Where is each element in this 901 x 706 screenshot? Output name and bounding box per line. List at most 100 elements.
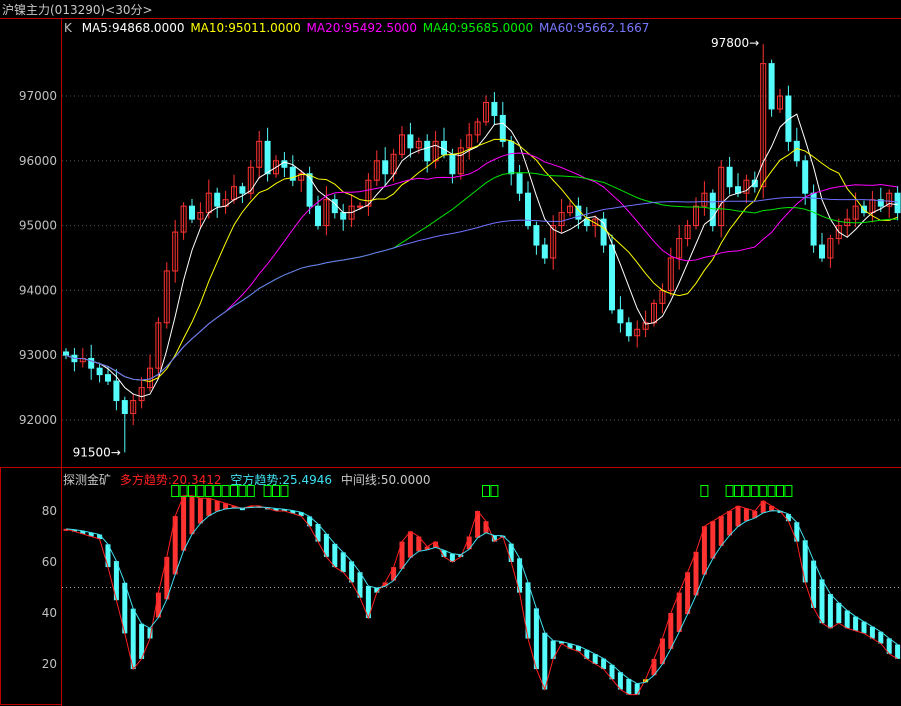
- ma40-line: [65, 172, 898, 381]
- candle-body: [827, 238, 834, 259]
- candle-body: [676, 238, 683, 259]
- indicator-bull: 多方趋势:20.3412: [119, 473, 222, 487]
- indicator-bar: [382, 582, 388, 587]
- signal-marker: [246, 485, 255, 497]
- indicator-bar: [836, 602, 842, 624]
- candle-body: [802, 160, 809, 194]
- candle-body: [273, 160, 279, 175]
- indicator-bar: [197, 498, 203, 524]
- indicator-bar: [643, 679, 649, 683]
- signal-marker: [490, 485, 499, 497]
- indicator-bar: [735, 505, 741, 527]
- indicator-bar: [307, 516, 313, 527]
- indicator-bar: [63, 528, 69, 531]
- candle-body: [499, 114, 506, 142]
- candle-body: [483, 101, 489, 123]
- candle-body: [701, 192, 708, 207]
- indicator-y-tick: 40: [42, 606, 57, 620]
- candle-body: [877, 199, 884, 207]
- indicator-bar: [617, 672, 623, 690]
- indicator-bar: [416, 536, 422, 552]
- signal-marker: [238, 485, 247, 497]
- indicator-bar: [248, 505, 254, 508]
- candle-body: [365, 179, 372, 207]
- indicator-bar: [365, 586, 371, 619]
- indicator-bar: [685, 572, 691, 615]
- signal-marker: [784, 485, 793, 497]
- legend-k: K: [64, 21, 72, 35]
- ma10-line: [65, 138, 898, 382]
- candle-body: [852, 205, 859, 220]
- indicator-bar: [466, 536, 472, 550]
- signal-marker: [179, 485, 188, 497]
- candle-body: [886, 192, 893, 207]
- indicator-bar: [827, 594, 833, 629]
- indicator-bar: [155, 592, 161, 618]
- bear-line: [65, 506, 898, 685]
- legend-ma20: MA20:95492.5000: [306, 21, 417, 35]
- candle-body: [642, 322, 649, 330]
- candle-body: [180, 205, 187, 233]
- signal-marker: [776, 485, 784, 497]
- indicator-bar: [819, 579, 825, 624]
- y-tick-label: 92000: [19, 413, 57, 427]
- indicator-bar: [718, 516, 724, 546]
- ma-legend: K MA5:94868.0000 MA10:95011.0000 MA20:95…: [64, 21, 655, 35]
- indicator-bar: [777, 510, 783, 513]
- indicator-bar: [592, 654, 598, 664]
- indicator-bar: [710, 521, 716, 559]
- indicator-bar: [785, 513, 791, 522]
- candle-body: [777, 95, 783, 110]
- legend-ma5: MA5:94868.0000: [81, 21, 185, 35]
- candle-body: [357, 205, 363, 208]
- candle-body: [525, 192, 531, 227]
- indicator-bear: 空方趋势:25.4946: [230, 473, 333, 487]
- indicator-bar: [449, 553, 455, 562]
- indicator-bar: [122, 582, 128, 634]
- signal-marker: [750, 485, 759, 497]
- candle-body: [197, 212, 204, 220]
- indicator-bar: [323, 533, 329, 557]
- indicator-bar: [575, 645, 581, 652]
- candle-body: [256, 140, 263, 168]
- indicator-bar: [475, 511, 481, 538]
- indicator-bar: [609, 664, 615, 680]
- indicator-y-tick: 20: [42, 657, 57, 671]
- candle-body: [415, 140, 422, 149]
- y-tick-label: 96000: [19, 154, 57, 168]
- candle-body: [163, 270, 170, 324]
- indicator-bar: [668, 613, 674, 649]
- candle-body: [810, 192, 817, 246]
- signal-marker: [263, 485, 272, 497]
- candle-body: [315, 205, 321, 227]
- signal-marker: [280, 485, 289, 497]
- signal-marker: [272, 485, 280, 497]
- candle-body: [583, 218, 590, 227]
- indicator-bar: [491, 535, 497, 542]
- indicator-y-tick: 60: [42, 555, 57, 569]
- indicator-mid: 中间线:50.0000: [340, 473, 431, 487]
- indicator-bar: [130, 608, 136, 670]
- candle-body: [768, 63, 775, 110]
- indicator-bar: [424, 546, 430, 550]
- indicator-bar: [340, 552, 346, 573]
- indicator-bar: [147, 628, 153, 639]
- signal-marker: [482, 485, 490, 497]
- signal-marker: [204, 485, 213, 497]
- candle-body: [382, 160, 389, 175]
- candle-body: [264, 140, 271, 175]
- indicator-bar: [651, 658, 657, 676]
- candle-body: [894, 192, 901, 214]
- signal-marker: [213, 485, 222, 497]
- indicator-bar: [357, 572, 363, 598]
- ma5-line: [65, 113, 898, 398]
- indicator-bar: [550, 640, 556, 659]
- indicator-bar: [508, 543, 514, 562]
- candle-body: [247, 166, 254, 194]
- indicator-bar: [878, 631, 884, 644]
- y-tick-label: 94000: [19, 283, 57, 297]
- signal-marker: [221, 485, 230, 497]
- candle-body: [214, 192, 221, 207]
- indicator-bar: [701, 526, 707, 575]
